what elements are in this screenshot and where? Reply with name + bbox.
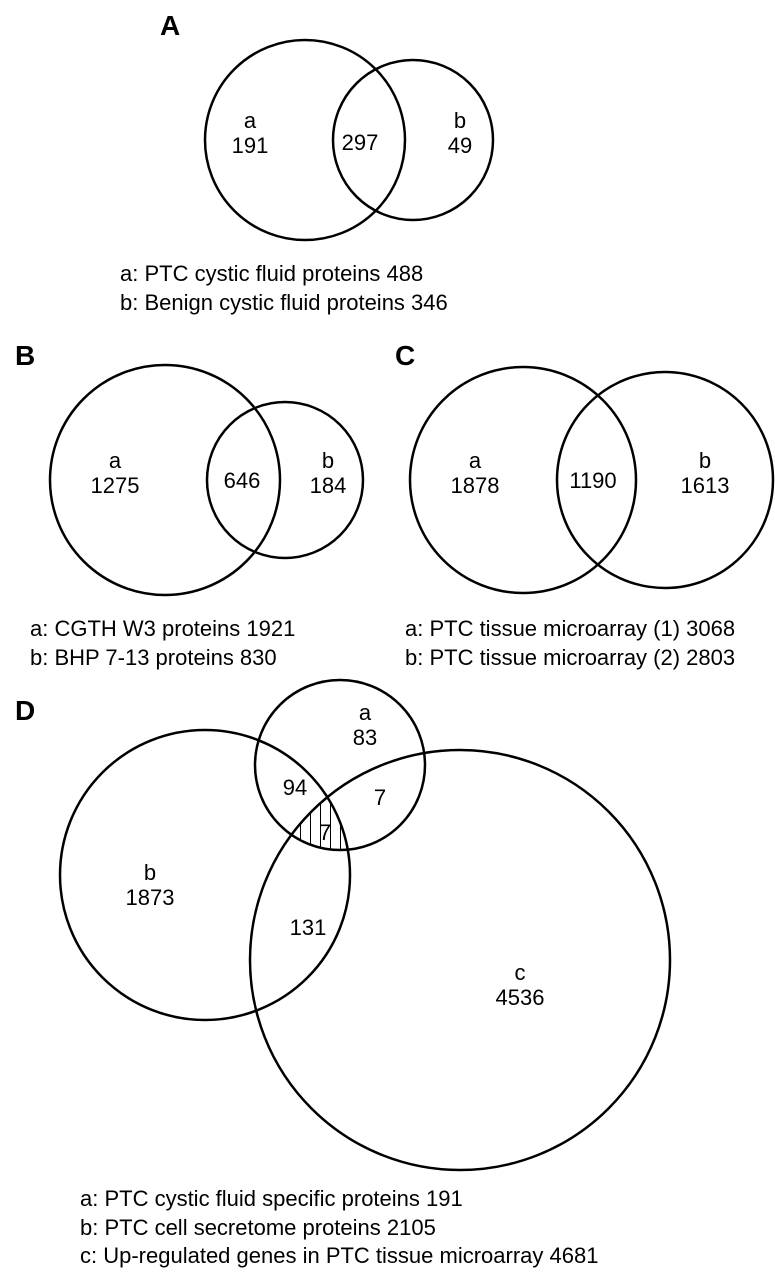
caption-b-line1: a: CGTH W3 proteins 1921 [30, 615, 295, 644]
region-d-bc-value: 131 [290, 915, 327, 940]
region-d-b-label: b [144, 860, 156, 885]
circle-d-b [60, 730, 350, 1020]
region-b-b-label: b [322, 448, 334, 473]
region-d-a-label: a [359, 700, 372, 725]
region-c-b-label: b [699, 448, 711, 473]
region-d-c-value: 4536 [496, 985, 545, 1010]
region-a-value: 191 [232, 133, 269, 158]
caption-a-line2: b: Benign cystic fluid proteins 346 [120, 289, 448, 318]
region-b-value: 49 [448, 133, 472, 158]
region-c-a-label: a [469, 448, 482, 473]
caption-d-line1: a: PTC cystic fluid specific proteins 19… [80, 1185, 598, 1214]
region-c-a-value: 1878 [451, 473, 500, 498]
region-ab-value: 297 [342, 130, 379, 155]
venn-c: a 1878 1190 b 1613 [395, 360, 775, 610]
region-a-label: a [244, 108, 257, 133]
region-b-a-label: a [109, 448, 122, 473]
region-d-c-label: c [515, 960, 526, 985]
region-d-a-value: 83 [353, 725, 377, 750]
caption-d-line2: b: PTC cell secretome proteins 2105 [80, 1214, 598, 1243]
region-b-ab-value: 646 [224, 468, 261, 493]
caption-a-line1: a: PTC cystic fluid proteins 488 [120, 260, 448, 289]
region-c-ab-value: 1190 [569, 468, 616, 493]
caption-a: a: PTC cystic fluid proteins 488 b: Beni… [120, 260, 448, 317]
region-c-b-value: 1613 [681, 473, 730, 498]
region-d-b-value: 1873 [126, 885, 175, 910]
region-b-label: b [454, 108, 466, 133]
caption-d: a: PTC cystic fluid specific proteins 19… [80, 1185, 598, 1271]
region-b-b-value: 184 [310, 473, 347, 498]
venn-a: a 191 297 b 49 [165, 35, 515, 255]
caption-c-line1: a: PTC tissue microarray (1) 3068 [405, 615, 735, 644]
caption-b: a: CGTH W3 proteins 1921 b: BHP 7-13 pro… [30, 615, 295, 672]
caption-d-line3: c: Up-regulated genes in PTC tissue micr… [80, 1242, 598, 1271]
venn-d: a 83 94 7 7 b 1873 131 c 4536 [20, 665, 700, 1195]
caption-c: a: PTC tissue microarray (1) 3068 b: PTC… [405, 615, 735, 672]
region-b-a-value: 1275 [91, 473, 140, 498]
region-d-ab-value: 94 [283, 775, 307, 800]
region-d-ac-value: 7 [374, 785, 386, 810]
venn-b: a 1275 646 b 184 [20, 360, 390, 610]
region-d-abc-value: 7 [319, 820, 331, 845]
